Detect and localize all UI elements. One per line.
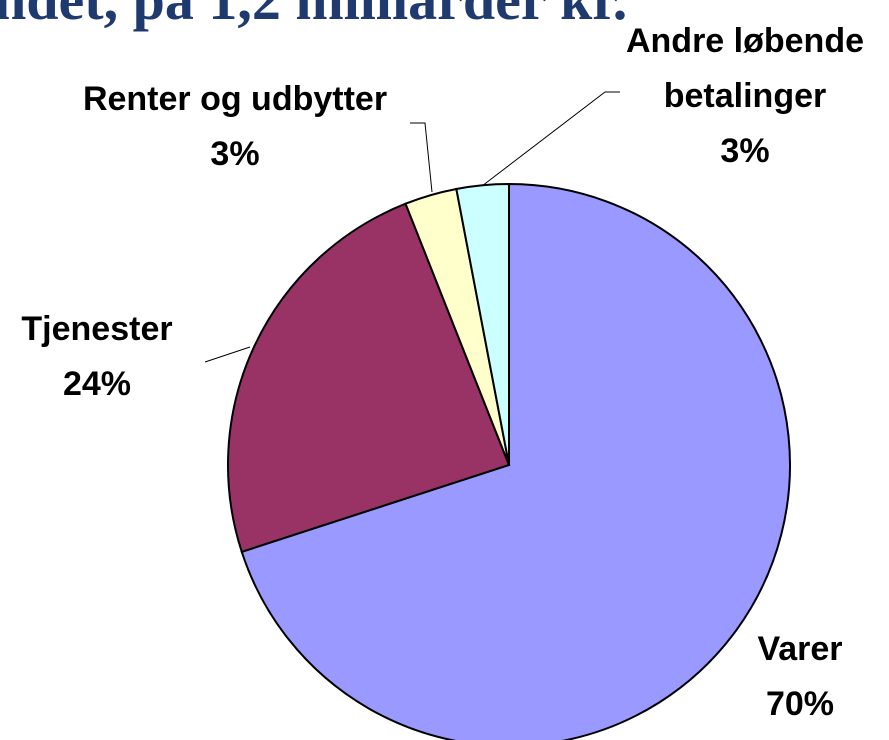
leader-line	[204, 346, 251, 363]
category-label: Varer	[757, 630, 843, 668]
value-label: 3%	[210, 135, 260, 173]
slice-label: Andre løbende betalinger 3%	[625, 14, 865, 179]
slice-label: Renter og udbytter 3%	[35, 72, 435, 182]
slice-label: Tjenester 24%	[0, 302, 207, 412]
value-label: 70%	[765, 685, 835, 723]
leader-line	[481, 91, 620, 187]
value-label: 3%	[720, 132, 770, 170]
chart-title: ndet, på 1,2 milliarder kr.	[0, 0, 627, 33]
leader-line	[410, 122, 433, 193]
value-label: 24%	[62, 365, 132, 403]
category-label: Andre løbende betalinger	[625, 22, 865, 115]
pie	[227, 182, 791, 740]
pie-slice	[227, 202, 511, 554]
category-label: Tjenester	[21, 310, 173, 348]
slice-label: Varer 70%	[690, 622, 889, 732]
category-label: Renter og udbytter	[82, 80, 388, 118]
pie-slice	[240, 182, 791, 740]
